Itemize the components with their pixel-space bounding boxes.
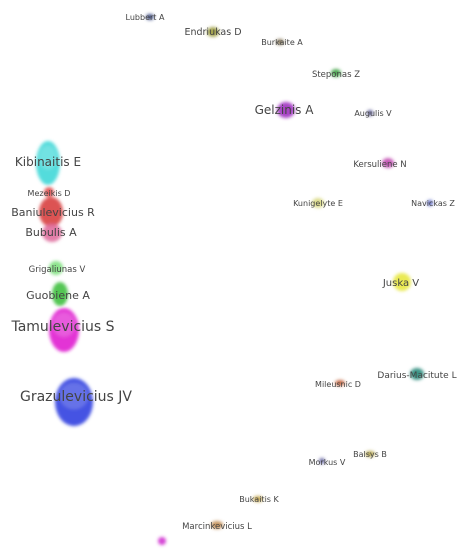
node-gelzinis xyxy=(277,102,295,118)
node-kunigelyte xyxy=(312,198,324,208)
node-unlabeled xyxy=(158,537,166,545)
node-label-burkaite: Burkaite A xyxy=(261,38,303,47)
node-label-grazulevicius: Grazulevicius JV xyxy=(20,389,132,405)
node-navickas xyxy=(427,200,433,206)
node-label-marcinkevicius: Marcinkevicius L xyxy=(182,522,252,532)
node-endriukas xyxy=(207,27,219,37)
node-label-bukaitis: Bukaitis K xyxy=(239,495,279,504)
node-label-lubbert: Lubbert A xyxy=(126,13,165,22)
node-morkus xyxy=(319,458,325,464)
node-label-darius: Darius-Macitute L xyxy=(377,371,456,381)
node-label-bubulis: Bubulis A xyxy=(25,226,77,239)
node-highlight-kibinaitis xyxy=(39,145,57,170)
node-augulis xyxy=(367,110,373,116)
node-label-morkus: Morkus V xyxy=(309,458,346,467)
node-juska xyxy=(393,273,411,291)
node-steponas xyxy=(331,69,341,77)
node-darius xyxy=(410,368,424,380)
node-bukaitis xyxy=(253,496,263,502)
node-highlight-grazulevicius xyxy=(59,382,89,410)
node-marcinkevicius xyxy=(211,521,223,529)
node-mileusnic xyxy=(335,380,345,386)
node-bubulis xyxy=(42,224,62,242)
node-label-juska: Juska V xyxy=(382,278,419,289)
node-label-baniulevicius: Baniulevicius R xyxy=(11,206,95,219)
node-balsys xyxy=(365,451,375,457)
node-highlight-tamulevicius xyxy=(52,312,76,337)
node-mezeikis xyxy=(44,187,54,197)
node-label-balsys: Balsys B xyxy=(353,450,387,459)
node-guobiene xyxy=(52,282,68,306)
node-lubbert xyxy=(146,14,154,20)
node-label-grigaliunas: Grigaliunas V xyxy=(29,265,86,275)
node-label-gelzinis: Gelzinis A xyxy=(255,103,315,117)
node-label-tamulevicius: Tamulevicius S xyxy=(10,319,114,335)
node-label-kibinaitis: Kibinaitis E xyxy=(15,155,81,169)
node-label-kersuliene: Kersuliene N xyxy=(353,160,406,170)
node-label-mezeikis: Mezeikis D xyxy=(28,189,71,198)
node-label-guobiene: Guobiene A xyxy=(26,289,90,302)
node-label-steponas: Steponas Z xyxy=(312,70,360,80)
node-baniulevicius xyxy=(39,197,63,227)
node-label-mileusnic: Mileusnic D xyxy=(315,380,361,389)
node-label-augulis: Augulis V xyxy=(354,109,392,118)
node-label-kunigelyte: Kunigelyte E xyxy=(293,199,343,208)
node-label-navickas: Navickas Z xyxy=(411,199,455,208)
node-grigaliunas xyxy=(49,261,63,275)
node-label-endriukas: Endriukas D xyxy=(184,27,241,38)
node-burkaite xyxy=(276,39,284,45)
node-kersuliene xyxy=(382,158,394,168)
